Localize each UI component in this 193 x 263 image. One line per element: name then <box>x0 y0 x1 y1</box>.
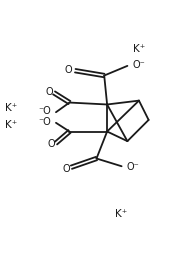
Text: K⁺: K⁺ <box>133 43 145 53</box>
Text: O⁻: O⁻ <box>126 162 139 172</box>
Text: ⁻O: ⁻O <box>38 106 51 116</box>
Text: O: O <box>47 139 55 149</box>
Text: O: O <box>45 87 53 97</box>
Text: K⁺: K⁺ <box>5 103 18 113</box>
Text: O: O <box>63 164 70 174</box>
Text: O: O <box>65 65 72 75</box>
Text: K⁺: K⁺ <box>5 120 18 130</box>
Text: K⁺: K⁺ <box>115 209 128 219</box>
Text: ⁻O: ⁻O <box>38 117 51 127</box>
Text: O⁻: O⁻ <box>132 60 145 70</box>
